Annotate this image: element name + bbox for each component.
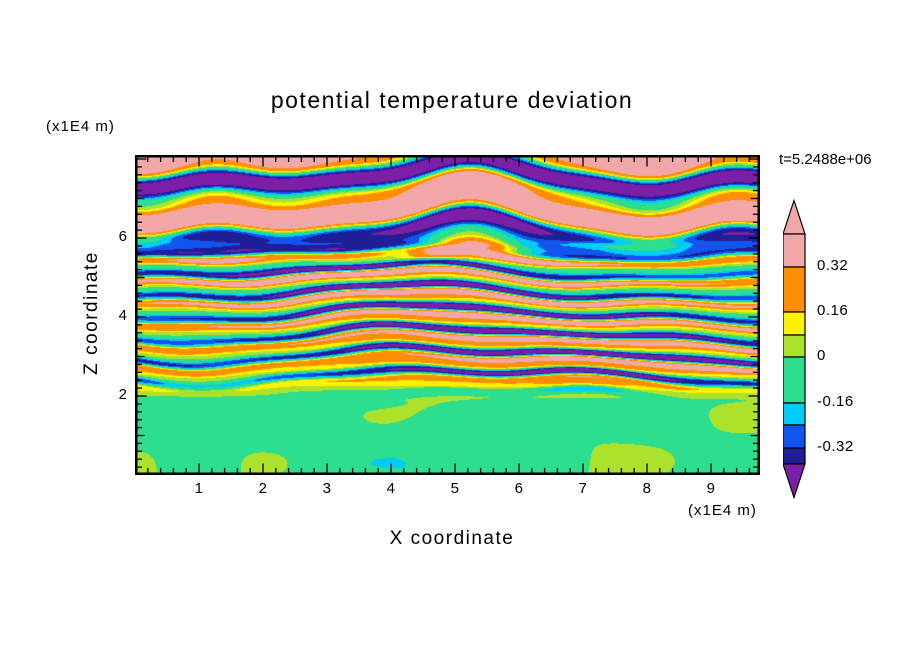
- x-tick-label: 7: [578, 480, 588, 497]
- time-annotation: t=5.2488e+06: [779, 151, 872, 168]
- x-tick-label: 6: [514, 480, 524, 497]
- colorbar-arrow-up: [783, 198, 806, 235]
- z-axis-title: Z coordinate: [81, 251, 102, 375]
- colorbar-label: 0: [817, 347, 826, 364]
- colorbar-arrow-down: [783, 463, 806, 500]
- colorbar-label: 0.32: [817, 257, 849, 274]
- x-tick-label: 4: [386, 480, 396, 497]
- colorbar-segment-5: [783, 402, 806, 426]
- x-tick-label: 1: [194, 480, 204, 497]
- colorbar-segment-7: [783, 447, 806, 465]
- z-axis-unit-label: (x1E4 m): [46, 118, 115, 135]
- x-tick-label: 3: [322, 480, 332, 497]
- colorbar: [783, 198, 806, 500]
- x-tick-label: 8: [642, 480, 652, 497]
- x-tick-label: 2: [258, 480, 268, 497]
- colorbar-segment-0: [783, 233, 806, 268]
- x-tick-label: 5: [450, 480, 460, 497]
- colorbar-label: -0.32: [817, 438, 854, 455]
- z-tick-label: 4: [118, 307, 127, 324]
- plot-area: 1 2 3 4 5 6 7 8 9 2 4 6: [119, 155, 760, 497]
- colorbar-segment-2: [783, 311, 806, 336]
- z-tick-label: 6: [118, 228, 127, 245]
- x-axis-unit-label: (x1E4 m): [688, 502, 757, 519]
- colorbar-label: -0.16: [817, 393, 854, 410]
- z-tick-label: 2: [118, 386, 127, 403]
- contour-field-canvas: [135, 155, 760, 475]
- chart-title: potential temperature deviation: [270, 87, 634, 113]
- x-tick-label: 9: [706, 480, 716, 497]
- colorbar-segment-6: [783, 424, 806, 449]
- colorbar-segment-4: [783, 356, 806, 404]
- x-axis-title: X coordinate: [389, 528, 515, 549]
- colorbar-label: 0.16: [817, 302, 849, 319]
- colorbar-segment-3: [783, 334, 806, 358]
- colorbar-segment-1: [783, 266, 806, 313]
